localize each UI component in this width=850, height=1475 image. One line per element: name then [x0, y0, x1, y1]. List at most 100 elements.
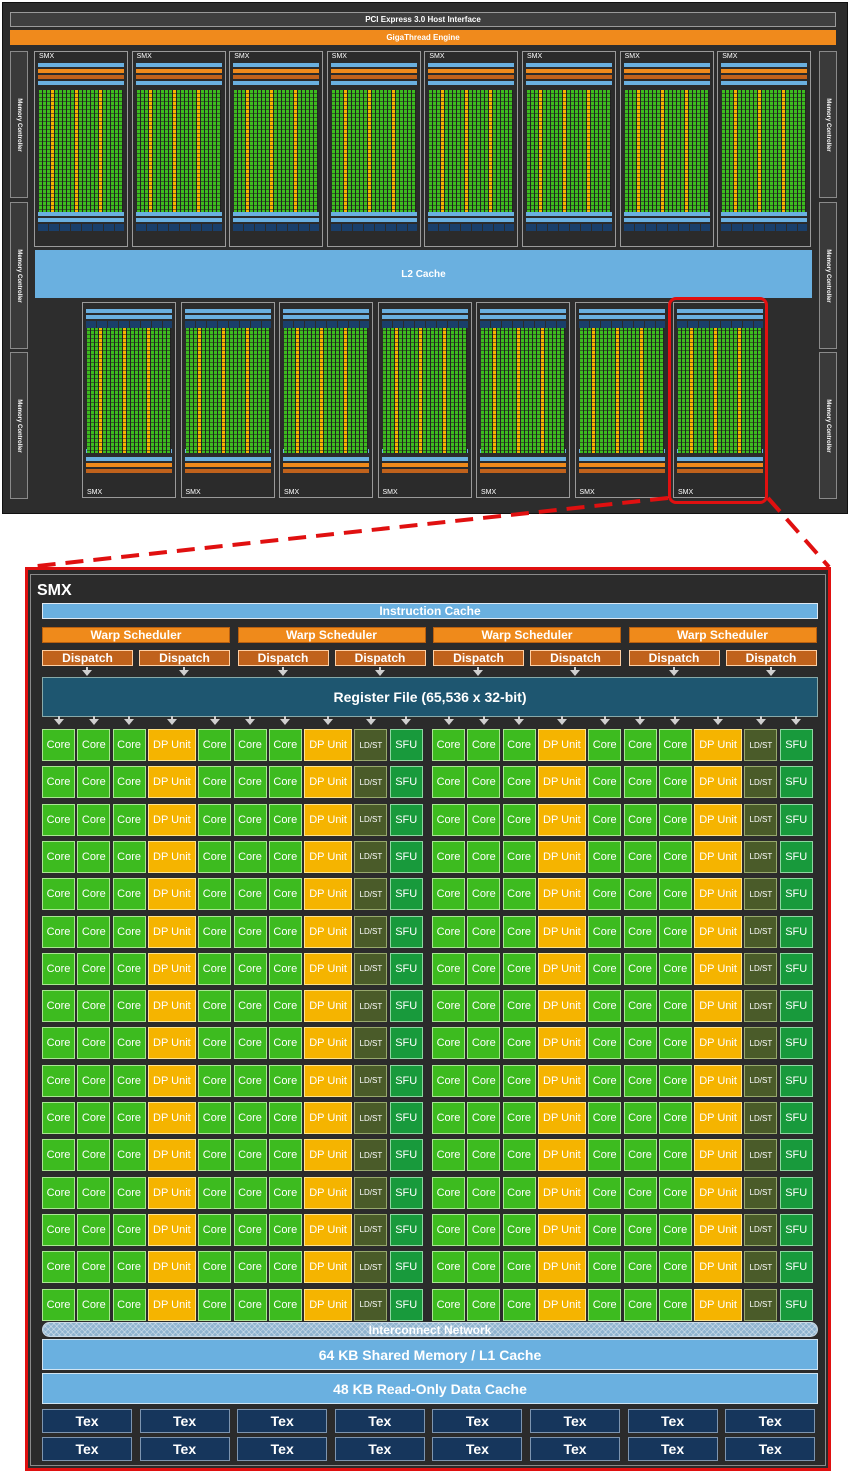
smx-block-register-file: [135, 81, 222, 85]
smx-block-dispatch: [721, 75, 808, 79]
register-file: Register File (65,536 x 32-bit): [42, 677, 818, 717]
core-unit: Core: [588, 803, 622, 836]
dispatch-arrow-stem: [183, 667, 185, 672]
unit-arrow: [670, 719, 681, 725]
core-unit: Core: [268, 729, 302, 761]
core-unit: Core: [233, 990, 267, 1023]
unit-arrow-stem: [603, 716, 606, 721]
warp-scheduler: Warp Scheduler: [237, 627, 426, 643]
smx-block-cache: [428, 212, 515, 216]
smx-block-register-file: [233, 81, 320, 85]
smx-block-schedulers: [721, 69, 808, 73]
dp-unit: DP Unit: [694, 1139, 743, 1172]
core-unit: Core: [112, 1102, 146, 1134]
sfu-unit: SFU: [389, 1251, 423, 1284]
ldst-unit: LD/ST: [744, 915, 778, 948]
dp-unit: DP Unit: [537, 1102, 586, 1134]
sfu-unit: SFU: [779, 766, 813, 799]
core-unit: Core: [77, 878, 111, 911]
sfu-unit: SFU: [779, 1027, 813, 1060]
dispatch-arrow-stem: [281, 667, 284, 672]
sfu-unit: SFU: [779, 729, 813, 761]
core-unit: Core: [198, 915, 232, 948]
smx-block-label: SMX: [87, 489, 103, 496]
ldst-unit: LD/ST: [354, 1213, 388, 1246]
unit-arrow-stem: [639, 716, 641, 721]
core-unit: Core: [623, 840, 657, 873]
core-unit: Core: [112, 1213, 146, 1246]
unit-arrow-stem: [482, 716, 485, 721]
texture-unit: Tex: [237, 1437, 328, 1461]
dp-unit: DP Unit: [304, 1176, 353, 1209]
core-unit: Core: [658, 990, 692, 1023]
smx-block-dispatch: [623, 75, 710, 79]
core-unit: Core: [42, 1176, 75, 1209]
core-unit: Core: [233, 840, 267, 873]
smx-block-cache: [233, 218, 320, 222]
dp-unit: DP Unit: [147, 729, 196, 761]
smx-block-schedulers: [184, 463, 271, 467]
smx-block-cache: [677, 309, 763, 313]
core-unit: Core: [233, 878, 267, 911]
smx-block-cache: [721, 212, 808, 216]
memory-controller-right-1: Memory Controller: [819, 51, 837, 198]
sfu-unit: SFU: [389, 1176, 423, 1209]
smx-block-tex: [623, 224, 710, 231]
core-unit: Core: [268, 915, 302, 948]
smx-block-cache: [135, 218, 222, 222]
unit-arrow-stem: [518, 716, 521, 721]
core-unit: Core: [42, 766, 75, 799]
ldst-unit: LD/ST: [744, 1288, 778, 1321]
ldst-unit: LD/ST: [744, 1139, 778, 1172]
core-unit: Core: [467, 766, 501, 799]
gigathread-engine: GigaThread Engine: [10, 30, 836, 45]
unit-arrow: [401, 719, 412, 725]
core-unit: Core: [432, 990, 465, 1023]
texture-unit: Tex: [334, 1409, 425, 1433]
dp-unit: DP Unit: [304, 840, 353, 873]
smx-block-icache: [38, 63, 124, 67]
smx-block-icache: [677, 457, 763, 461]
memory-controller-right-2: Memory Controller: [819, 202, 837, 349]
core-unit: Core: [467, 729, 501, 761]
smx-block-cores: [136, 90, 221, 216]
texture-unit: Tex: [432, 1437, 523, 1461]
dp-unit: DP Unit: [537, 915, 586, 948]
core-unit: Core: [198, 878, 232, 911]
sfu-unit: SFU: [389, 840, 423, 873]
core-unit: Core: [502, 1213, 536, 1246]
dp-unit: DP Unit: [147, 840, 196, 873]
core-unit: Core: [502, 990, 536, 1023]
texture-unit: Tex: [627, 1409, 718, 1433]
core-unit: Core: [77, 915, 111, 948]
smx-block-label: SMX: [382, 489, 398, 496]
smx-block-schedulers: [135, 69, 222, 73]
zoom-line-right: [766, 496, 831, 569]
unit-arrow-stem: [284, 716, 287, 721]
core-unit: Core: [467, 915, 501, 948]
unit-arrow: [88, 719, 99, 725]
core-unit: Core: [467, 1064, 501, 1097]
core-unit: Core: [198, 1288, 232, 1321]
ldst-unit: LD/ST: [744, 952, 778, 985]
core-unit: Core: [588, 952, 622, 985]
core-unit: Core: [268, 1288, 302, 1321]
ldst-unit: LD/ST: [354, 915, 388, 948]
ldst-unit: LD/ST: [744, 878, 778, 911]
core-unit: Core: [623, 1176, 657, 1209]
smx-block: SMX: [377, 302, 472, 498]
core-unit: Core: [658, 1288, 692, 1321]
dp-unit: DP Unit: [304, 1027, 353, 1060]
smx-block-cache: [480, 315, 566, 319]
dp-unit: DP Unit: [147, 1251, 196, 1284]
texture-unit: Tex: [139, 1409, 230, 1433]
smx-block-schedulers: [578, 463, 665, 467]
core-unit: Core: [502, 1027, 536, 1060]
sfu-unit: SFU: [389, 1288, 423, 1321]
ldst-unit: LD/ST: [744, 1251, 778, 1284]
zoom-connector: [27, 496, 831, 569]
sfu-unit: SFU: [389, 1064, 423, 1097]
unit-arrow: [599, 719, 610, 725]
smx-block: SMX: [180, 302, 275, 498]
sfu-unit: SFU: [779, 990, 813, 1023]
